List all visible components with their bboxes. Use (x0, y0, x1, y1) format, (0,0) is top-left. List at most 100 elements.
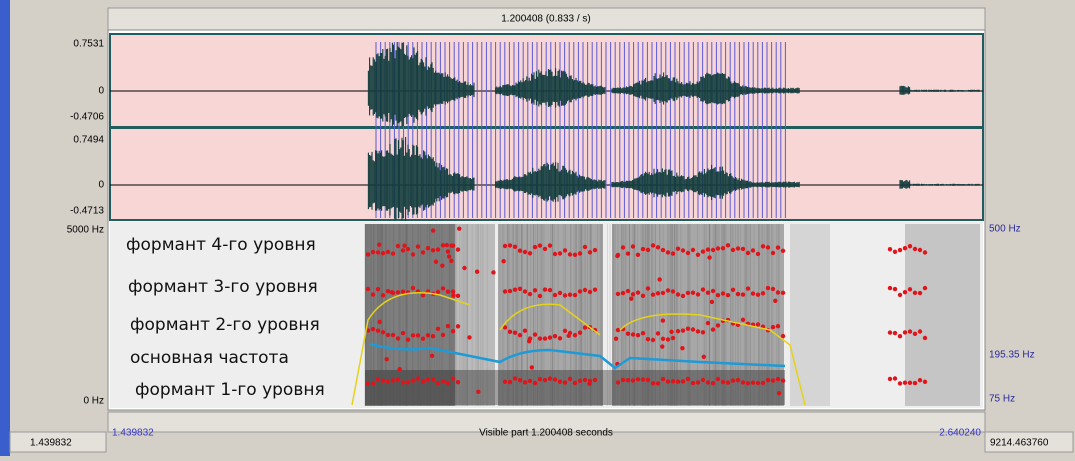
formant-dot (746, 286, 750, 290)
formant-dot (908, 287, 912, 291)
energy-region (905, 224, 980, 406)
formant-dot (615, 254, 619, 258)
formant-dot (631, 332, 635, 336)
end-time: 2.640240 (939, 428, 981, 439)
formant-dot (391, 333, 395, 337)
formant-dot (491, 270, 495, 274)
formant-dot (636, 290, 640, 294)
formant-dot (641, 331, 645, 335)
formant-dot (661, 248, 665, 252)
formant-dot (676, 247, 680, 251)
formant-dot (548, 288, 552, 292)
formant-dot (636, 333, 640, 337)
formant-dot (426, 333, 430, 337)
formant-dot (918, 291, 922, 295)
formant-dot (568, 377, 572, 381)
formant-dot (706, 291, 710, 295)
formant-dot (923, 286, 927, 290)
formant-dot (436, 381, 440, 385)
formant-dot (893, 376, 897, 380)
formant-dot (451, 289, 455, 293)
formant-dot (456, 324, 460, 328)
formant-dot (543, 336, 547, 340)
formant-dot (711, 327, 715, 331)
formant-dot (553, 334, 557, 338)
formant-dot (558, 336, 562, 340)
formant-dot (656, 245, 660, 249)
formant-dot (456, 294, 460, 298)
formant-dot (626, 251, 630, 255)
formant-dot (681, 328, 685, 332)
amp-min: -0.4706 (70, 112, 104, 123)
formant-dot (381, 330, 385, 334)
formant-dot (396, 290, 400, 294)
formant-dot (390, 290, 394, 294)
formant-dot (451, 376, 455, 380)
formant-dot (508, 330, 512, 334)
formant-dot (776, 324, 780, 328)
formant-dot (476, 390, 480, 394)
formant-dot (706, 380, 710, 384)
formant-dot (721, 291, 725, 295)
formant-dot (593, 378, 597, 382)
formant-dot (751, 381, 755, 385)
formant-dot (431, 378, 435, 382)
formant-dot (686, 377, 690, 381)
formant-dot (646, 248, 650, 252)
formant-dot (660, 344, 664, 348)
formant-dot (503, 244, 507, 248)
formant-dot (371, 250, 375, 254)
formant-dot (898, 334, 902, 338)
formant-dot (527, 339, 531, 343)
formant-dot (691, 248, 695, 252)
formant-dot (666, 337, 670, 341)
formant-dot (503, 380, 507, 384)
formant-dot (676, 329, 680, 333)
formant-dot (766, 286, 770, 290)
formant-dot (538, 294, 542, 298)
formant-dot (661, 377, 665, 381)
formant-dot (651, 381, 655, 385)
formant-dot (771, 325, 775, 329)
formant-dot (614, 337, 618, 341)
amp-zero: 0 (98, 180, 104, 191)
left-total: 1.439832 (30, 438, 72, 449)
formant-dot (431, 334, 435, 338)
formant-dot (513, 376, 517, 380)
formant-dot (376, 329, 380, 333)
formant-dot (406, 247, 410, 251)
formant-dot (657, 277, 661, 281)
formant-dot (671, 251, 675, 255)
formant-dot (646, 378, 650, 382)
formant-dot (376, 287, 380, 291)
formant-dot (583, 288, 587, 292)
formant-dot (381, 293, 385, 297)
formant-dot (508, 380, 512, 384)
formant-dot (656, 381, 660, 385)
formant-dot (781, 249, 785, 253)
formant-dot (411, 286, 415, 290)
formant-dot (386, 289, 390, 293)
formant-dot (533, 288, 537, 292)
freq-top: 5000 Hz (67, 225, 104, 236)
freq-bottom: 0 Hz (83, 396, 104, 407)
formant-dot (631, 378, 635, 382)
formant-dot (726, 243, 730, 247)
formant-dot (701, 249, 705, 253)
formant-dot (568, 252, 572, 256)
formant-dot (538, 336, 542, 340)
formant-dot (898, 381, 902, 385)
formant-dot (696, 329, 700, 333)
formant-dot (426, 246, 430, 250)
formant-dot (636, 253, 640, 257)
formant-dot (501, 259, 505, 263)
formant-dot (918, 248, 922, 252)
formant-dot (563, 380, 567, 384)
formant-dot (913, 332, 917, 336)
formant-dot (721, 380, 725, 384)
formant-dot (445, 243, 449, 247)
formant-dot (503, 289, 507, 293)
pitch-top: 500 Hz (989, 224, 1021, 235)
formant-dot (593, 248, 597, 252)
formant-dot (573, 381, 577, 385)
